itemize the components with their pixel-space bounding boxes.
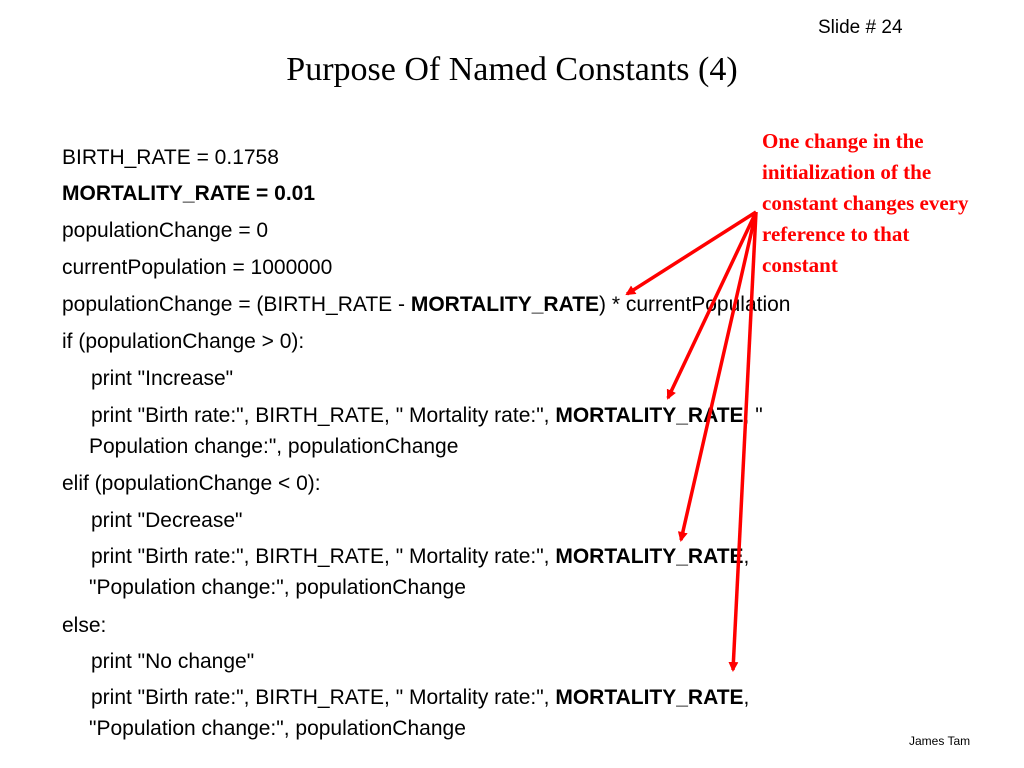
code-line-print-rates-3-cont: "Population change:", populationChange bbox=[89, 717, 466, 740]
code-line-print-no-change: print "No change" bbox=[91, 650, 255, 673]
code-line-population-change-init: populationChange = 0 bbox=[62, 219, 269, 242]
code-line-print-rates-1: print "Birth rate:", BIRTH_RATE, " Morta… bbox=[91, 404, 763, 428]
code-line-print-rates-2-cont: "Population change:", populationChange bbox=[89, 576, 466, 599]
arrow-to-print-1 bbox=[666, 211, 758, 400]
code-line-else: else: bbox=[62, 614, 107, 637]
slide-number: Slide # 24 bbox=[818, 17, 903, 38]
code-line-if: if (populationChange > 0): bbox=[62, 330, 305, 353]
code-line-mortality-rate: MORTALITY_RATE = 0.01 bbox=[62, 182, 316, 205]
code-text: print "Birth rate:", BIRTH_RATE, " Morta… bbox=[91, 404, 556, 427]
mortality-rate-reference: MORTALITY_RATE bbox=[410, 293, 600, 316]
code-line-print-decrease: print "Decrease" bbox=[91, 509, 243, 532]
code-line-birth-rate: BIRTH_RATE = 0.1758 bbox=[62, 146, 279, 169]
code-line-print-rates-3: print "Birth rate:", BIRTH_RATE, " Morta… bbox=[91, 686, 749, 710]
code-text: , bbox=[743, 686, 750, 709]
code-text: , bbox=[743, 545, 750, 568]
arrow-to-print-2 bbox=[677, 211, 758, 542]
mortality-rate-reference: MORTALITY_RATE bbox=[555, 404, 744, 427]
annotation-line: constant changes every bbox=[762, 191, 969, 215]
slide-title: Purpose Of Named Constants (4) bbox=[286, 51, 738, 88]
code-text: populationChange = (BIRTH_RATE - bbox=[62, 293, 411, 316]
code-text: print "Birth rate:", BIRTH_RATE, " Morta… bbox=[91, 686, 556, 709]
code-line-print-rates-1-cont: Population change:", populationChange bbox=[89, 435, 459, 458]
code-line-population-change-calc: populationChange = (BIRTH_RATE - MORTALI… bbox=[62, 293, 791, 317]
code-text: , " bbox=[743, 404, 763, 427]
code-text: print "Birth rate:", BIRTH_RATE, " Morta… bbox=[91, 545, 556, 568]
annotation-line: initialization of the bbox=[762, 160, 932, 184]
author-footer: James Tam bbox=[909, 734, 971, 748]
code-line-print-rates-2: print "Birth rate:", BIRTH_RATE, " Morta… bbox=[91, 545, 749, 569]
code-line-current-population: currentPopulation = 1000000 bbox=[62, 256, 333, 279]
arrow-to-calc-line bbox=[625, 210, 757, 296]
mortality-rate-reference: MORTALITY_RATE bbox=[555, 686, 744, 709]
annotation-line: reference to that bbox=[762, 222, 910, 246]
code-text: ) * currentPopulation bbox=[599, 293, 791, 316]
annotation-note: One change in the initialization of the … bbox=[762, 126, 1024, 281]
mortality-rate-reference: MORTALITY_RATE bbox=[555, 545, 744, 568]
code-line-elif: elif (populationChange < 0): bbox=[62, 472, 321, 495]
arrow-to-print-3 bbox=[728, 211, 758, 672]
annotation-line: constant bbox=[762, 253, 838, 277]
code-line-print-increase: print "Increase" bbox=[91, 367, 234, 390]
annotation-line: One change in the bbox=[762, 129, 924, 153]
